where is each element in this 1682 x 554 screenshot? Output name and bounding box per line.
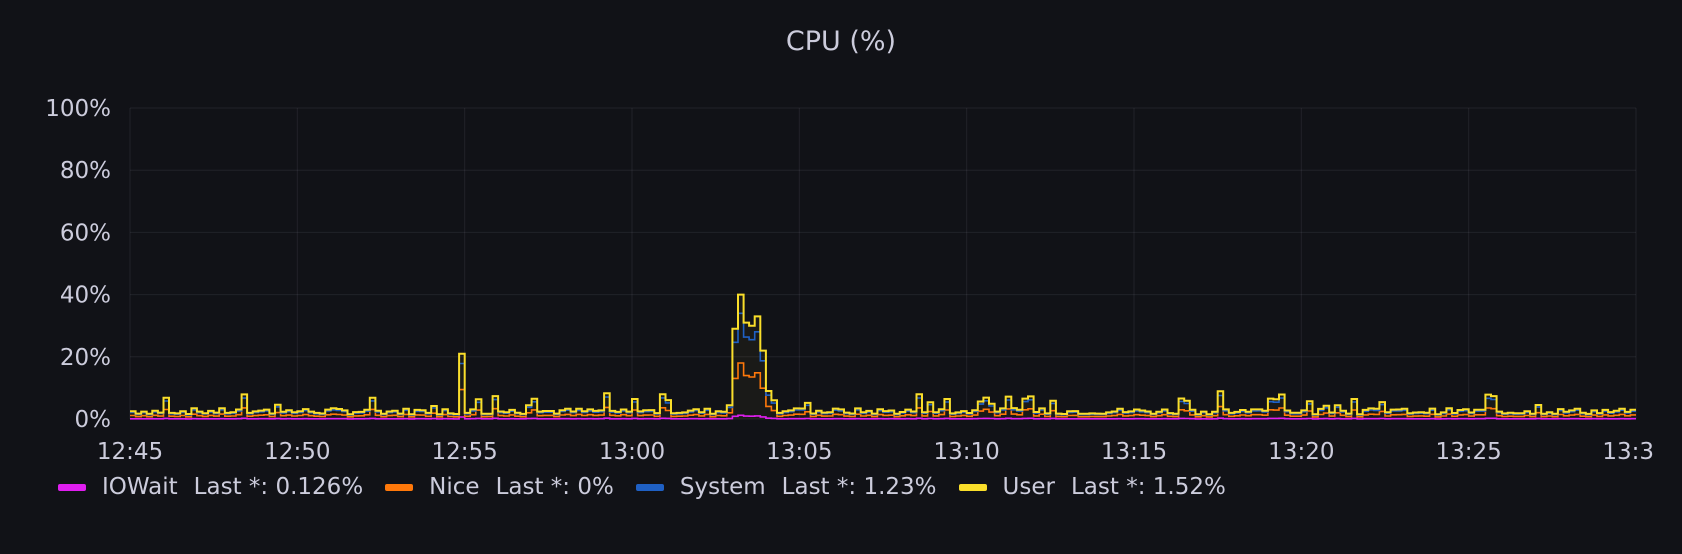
legend-last-label: Last *: xyxy=(193,474,269,500)
chart-grid xyxy=(129,107,1637,420)
y-tick-label: 80% xyxy=(60,158,111,184)
legend-swatch-nice xyxy=(385,483,414,491)
legend-item-iowait[interactable]: IOWait Last *: 0.126% xyxy=(58,474,363,500)
legend-value-user: 1.52% xyxy=(1152,474,1226,500)
x-tick-label: 13:25 xyxy=(1436,439,1502,465)
cpu-chart[interactable]: 0%20%40%60%80%100% 12:45 12:50 12:55 13:00 1… xyxy=(0,0,1682,470)
series-line-user[interactable] xyxy=(130,293,1636,416)
y-tick-label: 60% xyxy=(60,220,111,246)
series-line-iowait[interactable] xyxy=(130,414,1636,420)
legend-label-system: System xyxy=(679,474,766,500)
x-tick-label: 13:10 xyxy=(934,439,1000,465)
legend-last-label: Last *: xyxy=(495,474,571,500)
y-tick-label: 40% xyxy=(60,283,111,309)
chart-legend: IOWait Last *: 0.126% Nice Last *: 0% Sy… xyxy=(58,474,1248,500)
legend-label-user: User xyxy=(1002,474,1055,500)
x-tick-label: 12:45 xyxy=(97,439,163,465)
y-tick-label: 20% xyxy=(60,345,111,371)
legend-item-user[interactable]: User Last *: 1.52% xyxy=(958,474,1226,500)
legend-label-nice: Nice xyxy=(429,474,480,500)
x-axis: 12:45 12:50 12:55 13:00 13:05 13:10 13:15 13:20… xyxy=(97,439,1654,465)
legend-value-iowait: 0.126% xyxy=(275,474,364,500)
legend-swatch-user xyxy=(958,483,987,491)
legend-item-nice[interactable]: Nice Last *: 0% xyxy=(385,474,614,500)
series-line-nice[interactable] xyxy=(130,362,1636,418)
x-tick-label: 12:55 xyxy=(432,439,498,465)
y-tick-label: 0% xyxy=(75,407,112,433)
legend-last-label: Last *: xyxy=(1070,474,1146,500)
legend-swatch-iowait xyxy=(58,483,86,491)
legend-item-system[interactable]: System Last *: 1.23% xyxy=(635,474,937,500)
panel-title: CPU (%) xyxy=(785,26,897,57)
chart-series xyxy=(130,293,1636,420)
x-tick-label: 13:05 xyxy=(766,439,832,465)
legend-swatch-system xyxy=(635,483,664,491)
x-tick-label: 13:20 xyxy=(1268,439,1334,465)
x-tick-label: 13:15 xyxy=(1101,439,1167,465)
series-line-system[interactable] xyxy=(130,312,1636,416)
x-tick-label: 12:50 xyxy=(264,439,330,465)
x-tick-label: 13:00 xyxy=(599,439,665,465)
x-tick-label: 13:3 xyxy=(1602,439,1654,465)
legend-value-system: 1.23% xyxy=(863,474,937,500)
y-axis: 0% 20% 40% 60% 80% 100% xyxy=(45,96,111,433)
legend-value-nice: 0% xyxy=(577,474,614,500)
y-tick-label: 100% xyxy=(45,96,111,122)
legend-last-label: Last *: xyxy=(781,474,857,500)
legend-label-iowait: IOWait xyxy=(102,474,178,500)
